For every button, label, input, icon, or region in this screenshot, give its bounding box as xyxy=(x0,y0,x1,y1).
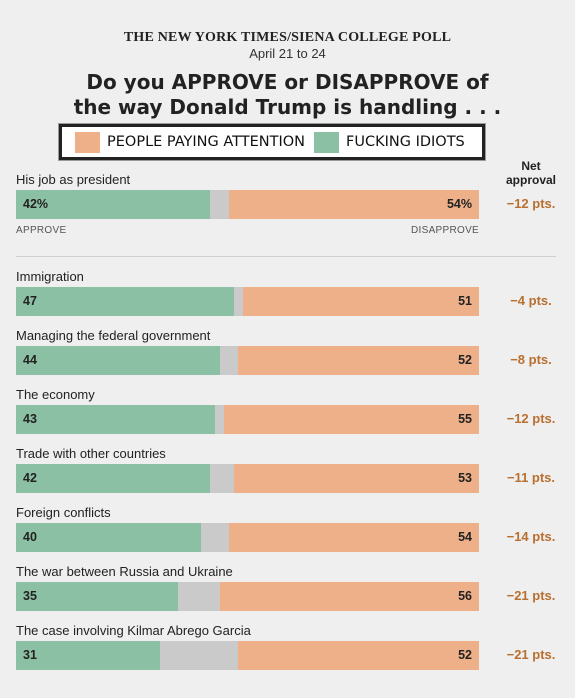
stacked-bar: 42 53 xyxy=(16,464,479,493)
disapprove-segment: 55 xyxy=(224,405,479,434)
disapprove-value-label: 53 xyxy=(458,471,472,485)
stacked-bar: 42% 54% xyxy=(16,190,479,219)
net-header-line-1: Net xyxy=(521,159,541,173)
approve-value-label: 43 xyxy=(23,412,37,426)
net-approval-value: −12 pts. xyxy=(506,411,556,426)
legend-swatch-disapprove xyxy=(75,131,100,153)
axis-label-approve: APPROVE xyxy=(16,225,67,236)
disapprove-segment: 51 xyxy=(242,287,479,316)
disapprove-segment: 56 xyxy=(219,582,479,611)
approve-value-label: 47 xyxy=(23,294,37,308)
undecided-segment xyxy=(210,464,234,493)
approve-value-label: 42% xyxy=(23,197,49,211)
poll-question: Do you APPROVE or DISAPPROVE of the way … xyxy=(0,70,575,120)
undecided-segment xyxy=(159,641,239,670)
approve-segment: 47 xyxy=(16,287,234,316)
disapprove-value-label: 56 xyxy=(458,589,472,603)
stacked-bar: 35 56 xyxy=(16,582,479,611)
net-approval-value: −11 pts. xyxy=(506,470,556,485)
approve-value-label: 44 xyxy=(23,353,37,367)
approve-segment: 42% xyxy=(16,190,211,219)
disapprove-value-label: 51 xyxy=(458,294,472,308)
net-approval-header: Net approval xyxy=(497,159,565,187)
disapprove-value-label: 54 xyxy=(458,530,472,544)
net-approval-value: −21 pts. xyxy=(506,647,556,662)
net-header-line-2: approval xyxy=(505,173,556,187)
net-approval-value: −8 pts. xyxy=(510,352,552,367)
approve-segment: 43 xyxy=(16,405,216,434)
net-approval-value: −14 pts. xyxy=(506,529,556,544)
net-approval-value: −12 pts. xyxy=(506,196,556,211)
approve-segment: 42 xyxy=(16,464,211,493)
undecided-segment xyxy=(210,190,229,219)
approve-segment: 40 xyxy=(16,523,202,552)
legend: PEOPLE PAYING ATTENTION FUCKING IDIOTS xyxy=(59,124,485,160)
stacked-bar: 40 54 xyxy=(16,523,479,552)
approve-segment: 35 xyxy=(16,582,179,611)
undecided-segment xyxy=(233,287,243,316)
row-label: Trade with other countries xyxy=(16,446,166,461)
row-label: His job as president xyxy=(16,172,131,187)
disapprove-segment: 52 xyxy=(238,346,479,375)
stacked-bar: 44 52 xyxy=(16,346,479,375)
legend-label-disapprove: PEOPLE PAYING ATTENTION xyxy=(107,134,306,150)
disapprove-segment: 53 xyxy=(233,464,479,493)
disapprove-value-label: 52 xyxy=(458,353,472,367)
poll-source: THE NEW YORK TIMES/SIENA COLLEGE POLL xyxy=(123,30,452,45)
row-label: Foreign conflicts xyxy=(16,505,111,520)
disapprove-segment: 54% xyxy=(228,190,479,219)
row-label: The economy xyxy=(16,387,95,402)
undecided-segment xyxy=(201,523,229,552)
stacked-bar: 43 55 xyxy=(16,405,479,434)
approve-value-label: 42 xyxy=(23,471,37,485)
net-approval-value: −4 pts. xyxy=(510,293,552,308)
row-label: Immigration xyxy=(16,269,84,284)
disapprove-value-label: 55 xyxy=(458,412,472,426)
approve-segment: 44 xyxy=(16,346,220,375)
disapprove-segment: 54 xyxy=(228,523,479,552)
disapprove-value-label: 52 xyxy=(458,648,472,662)
row-label: The case involving Kilmar Abrego Garcia xyxy=(16,623,251,638)
question-line-2: the way Donald Trump is handling . . . xyxy=(73,95,502,119)
approve-value-label: 31 xyxy=(23,648,37,662)
row-label: The war between Russia and Ukraine xyxy=(16,564,233,579)
undecided-segment xyxy=(215,405,225,434)
undecided-segment xyxy=(219,346,239,375)
legend-swatch-approve xyxy=(314,131,340,153)
question-line-1: Do you APPROVE or DISAPPROVE of xyxy=(86,70,489,94)
disapprove-value-label: 54% xyxy=(446,197,472,211)
row-label: Managing the federal government xyxy=(16,328,211,343)
disapprove-segment: 52 xyxy=(238,641,479,670)
approve-segment: 31 xyxy=(16,641,160,670)
stacked-bar: 47 51 xyxy=(16,287,479,316)
net-approval-value: −21 pts. xyxy=(506,588,556,603)
divider xyxy=(16,256,556,257)
undecided-segment xyxy=(178,582,220,611)
approve-value-label: 40 xyxy=(23,530,37,544)
approve-value-label: 35 xyxy=(23,589,37,603)
stacked-bar: 31 52 xyxy=(16,641,479,670)
axis-label-disapprove: DISAPPROVE xyxy=(411,225,480,236)
poll-date: April 21 to 24 xyxy=(249,46,326,61)
legend-label-approve: FUCKING IDIOTS xyxy=(346,134,465,150)
